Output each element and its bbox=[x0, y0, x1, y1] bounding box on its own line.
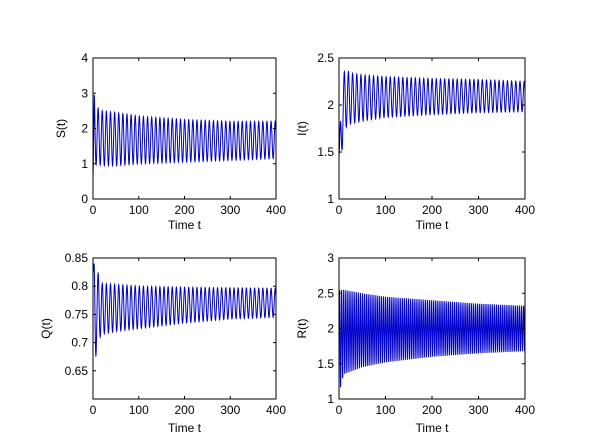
x-tick-label: 300 bbox=[468, 203, 488, 217]
x-tick-label: 100 bbox=[129, 203, 149, 217]
series-line-0 bbox=[338, 289, 526, 388]
x-tick-label: 200 bbox=[174, 203, 194, 217]
y-tick-label: 0.8 bbox=[71, 279, 88, 293]
x-tick-label: 0 bbox=[336, 203, 343, 217]
series-line-0 bbox=[338, 69, 526, 157]
y-tick-label: 1.5 bbox=[317, 357, 334, 371]
y-tick-label: 0 bbox=[81, 192, 88, 206]
y-tick-label: 4 bbox=[81, 51, 88, 65]
y-tick-label: 1 bbox=[327, 392, 334, 406]
x-tick-label: 200 bbox=[174, 403, 194, 417]
series-line-0 bbox=[92, 94, 277, 178]
y-axis-label: R(t) bbox=[295, 319, 309, 339]
x-axis-label: Time t bbox=[416, 218, 450, 232]
y-tick-label: 3 bbox=[327, 251, 334, 265]
x-tick-label: 100 bbox=[375, 403, 395, 417]
y-tick-label: 3 bbox=[81, 86, 88, 100]
x-axis-label: Time t bbox=[168, 421, 202, 435]
series-line-0 bbox=[92, 263, 277, 358]
y-axis-label: S(t) bbox=[54, 119, 68, 138]
x-tick-label: 300 bbox=[220, 203, 240, 217]
x-tick-label: 0 bbox=[90, 403, 97, 417]
x-tick-label: 100 bbox=[375, 203, 395, 217]
x-axis-label: Time t bbox=[168, 218, 202, 232]
y-tick-label: 0.75 bbox=[65, 307, 89, 321]
x-tick-label: 0 bbox=[336, 403, 343, 417]
y-tick-label: 0.7 bbox=[71, 336, 88, 350]
x-axis-label: Time t bbox=[416, 421, 450, 435]
y-axis-label: Q(t) bbox=[39, 318, 53, 339]
y-tick-label: 2 bbox=[327, 322, 334, 336]
y-tick-label: 0.65 bbox=[65, 364, 89, 378]
y-tick-label: 1 bbox=[327, 192, 334, 206]
subplot-s: S(t) Time t 0 100 200 300 400 0 1 2 3 4 bbox=[54, 51, 286, 232]
x-tick-label: 200 bbox=[422, 203, 442, 217]
y-tick-label: 0.85 bbox=[65, 251, 89, 265]
x-tick-label: 400 bbox=[266, 403, 286, 417]
y-tick-label: 1 bbox=[81, 157, 88, 171]
subplot-r: R(t) Time t 0 100 200 300 400 1 1.5 2 2.5 3 bbox=[295, 251, 535, 435]
y-tick-label: 2.5 bbox=[317, 286, 334, 300]
x-tick-label: 300 bbox=[220, 403, 240, 417]
x-tick-label: 300 bbox=[468, 403, 488, 417]
y-axis-label: I(t) bbox=[295, 121, 309, 136]
subplot-i: I(t) Time t 0 100 200 300 400 1 1.5 2 2.5 bbox=[295, 51, 535, 232]
y-tick-label: 1.5 bbox=[317, 145, 334, 159]
subplot-q: Q(t) Time t 0 100 200 300 400 0.65 0.7 0.75 0.8 0… bbox=[39, 251, 286, 435]
x-tick-label: 200 bbox=[422, 403, 442, 417]
y-tick-label: 2 bbox=[327, 98, 334, 112]
x-tick-label: 400 bbox=[515, 203, 535, 217]
x-tick-label: 400 bbox=[515, 403, 535, 417]
x-tick-label: 100 bbox=[129, 403, 149, 417]
y-tick-label: 2 bbox=[81, 122, 88, 136]
x-tick-label: 0 bbox=[90, 203, 97, 217]
y-tick-label: 2.5 bbox=[317, 51, 334, 65]
x-tick-label: 400 bbox=[266, 203, 286, 217]
